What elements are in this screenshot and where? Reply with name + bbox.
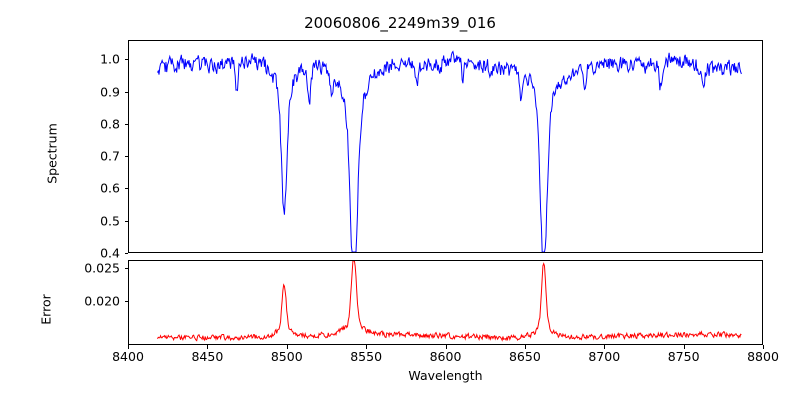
x-tick-mark — [445, 345, 447, 349]
y-tick-label-error: 0.020 — [84, 293, 120, 309]
x-tick-label: 8650 — [508, 349, 541, 364]
x-tick-mark — [128, 345, 129, 349]
y-tick-label-error: 0.025 — [84, 260, 120, 276]
spectrum-y-axis-label: Spectrum — [44, 123, 60, 184]
y-tick-mark-spectrum — [124, 220, 128, 222]
x-tick-label: 8400 — [112, 349, 144, 364]
x-tick-mark — [207, 345, 209, 349]
x-axis-label: Wavelength — [408, 368, 483, 383]
y-tick-mark-spectrum — [124, 123, 128, 125]
error-plot-area — [129, 261, 762, 344]
x-tick-mark — [683, 345, 685, 349]
y-tick-mark-error — [124, 300, 128, 302]
x-tick-label: 8800 — [747, 349, 779, 364]
y-tick-mark-spectrum — [124, 253, 128, 254]
spectrum-axes — [128, 40, 763, 253]
error-y-axis-label: Error — [38, 294, 54, 325]
x-tick-mark — [604, 345, 606, 349]
y-tick-label-spectrum: 0.9 — [100, 84, 120, 100]
x-tick-label: 8550 — [350, 349, 383, 364]
y-tick-mark-spectrum — [124, 156, 128, 158]
x-tick-label: 8500 — [270, 349, 303, 364]
y-tick-mark-spectrum — [124, 59, 128, 61]
y-tick-label-spectrum: 0.5 — [100, 213, 120, 229]
error-line — [157, 261, 741, 341]
x-tick-label: 8600 — [429, 349, 462, 364]
y-tick-mark-error — [124, 267, 128, 269]
x-tick-mark — [286, 345, 288, 349]
x-tick-mark — [524, 345, 526, 349]
x-tick-label: 8750 — [667, 349, 700, 364]
x-tick-mark — [366, 345, 368, 349]
y-tick-mark-spectrum — [124, 188, 128, 190]
y-tick-mark-spectrum — [124, 91, 128, 93]
y-tick-label-spectrum: 0.7 — [100, 148, 120, 164]
figure-title: 20060806_2249m39_016 — [304, 14, 496, 32]
x-tick-label: 8450 — [191, 349, 224, 364]
x-tick-mark — [763, 345, 764, 349]
y-tick-label-spectrum: 0.4 — [100, 245, 120, 261]
x-tick-label: 8700 — [588, 349, 621, 364]
spectrum-line — [157, 52, 741, 252]
y-tick-label-spectrum: 0.8 — [100, 116, 120, 132]
error-axes — [128, 260, 763, 345]
y-tick-label-spectrum: 1.0 — [100, 51, 120, 67]
y-tick-label-spectrum: 0.6 — [100, 180, 120, 196]
spectrum-plot-area — [129, 41, 762, 252]
